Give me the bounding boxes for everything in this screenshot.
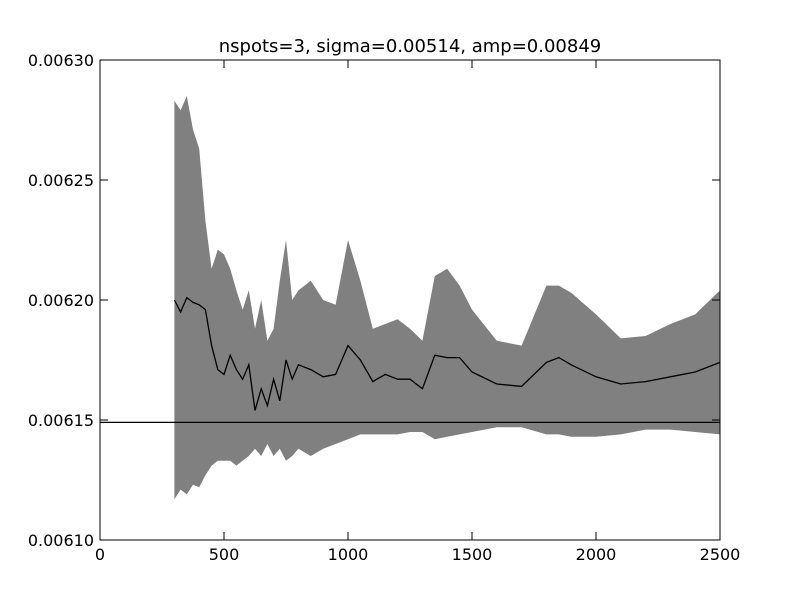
x-tick-label: 2000 xyxy=(576,545,617,564)
y-tick-label: 0.00625 xyxy=(28,171,94,190)
x-tick-label: 0 xyxy=(95,545,105,564)
y-tick-label: 0.00630 xyxy=(28,51,94,70)
y-tick-label: 0.00620 xyxy=(28,291,94,310)
band-area xyxy=(174,96,720,500)
chart-title: nspots=3, sigma=0.00514, amp=0.00849 xyxy=(219,36,601,57)
y-tick-label: 0.00610 xyxy=(28,531,94,550)
y-tick-label: 0.00615 xyxy=(28,411,94,430)
x-tick-label: 1000 xyxy=(328,545,369,564)
mean-line xyxy=(173,296,721,411)
x-tick-label: 1500 xyxy=(452,545,493,564)
x-tick-label: 500 xyxy=(209,545,240,564)
x-tick-label: 2500 xyxy=(700,545,741,564)
